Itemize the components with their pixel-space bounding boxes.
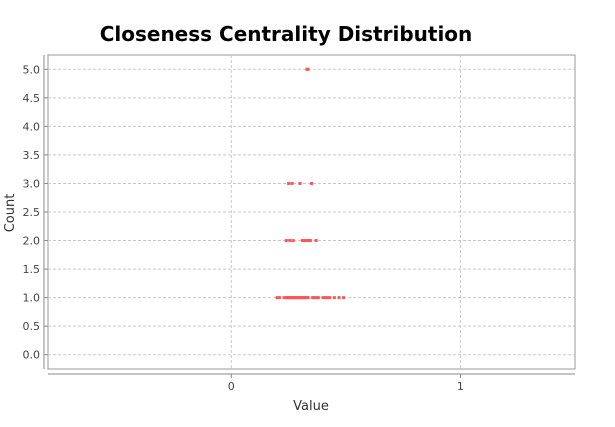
data-point	[306, 67, 310, 71]
data-point	[314, 296, 318, 300]
y-tick-label: 1.0	[23, 292, 41, 305]
y-tick-label: 0.0	[23, 349, 41, 362]
data-point	[284, 239, 288, 243]
y-tick-label: 2.5	[23, 206, 41, 219]
y-tick-label: 5.0	[23, 63, 41, 76]
grid-lines	[48, 55, 575, 369]
data-point	[316, 296, 320, 300]
y-tick-label: 3.5	[23, 149, 41, 162]
data-point	[323, 296, 327, 300]
y-tick-label: 1.5	[23, 263, 41, 276]
data-point	[332, 296, 336, 300]
data-point	[303, 239, 307, 243]
data-point	[275, 296, 279, 300]
data-point	[287, 181, 291, 185]
y-tick-label: 0.5	[23, 320, 41, 333]
data-point	[342, 296, 346, 300]
data-point	[310, 181, 313, 185]
x-tick-label: 1	[457, 380, 464, 393]
data-point	[290, 181, 294, 185]
data-point	[305, 239, 309, 243]
chart-title: Closeness Centrality Distribution	[100, 22, 473, 46]
data-point	[337, 296, 341, 300]
data-point	[300, 239, 304, 243]
y-tick-label: 3.0	[23, 177, 41, 190]
data-point	[314, 239, 318, 243]
data-point	[282, 296, 286, 300]
data-point	[277, 296, 281, 300]
data-point	[306, 296, 310, 300]
data-point	[308, 239, 312, 243]
data-point	[326, 296, 330, 300]
y-tick-label: 4.5	[23, 92, 41, 105]
data-points	[275, 67, 346, 300]
data-point	[312, 296, 316, 300]
axes: 0.0 0.5 1.0 1.5 2.0 2.5 3.0 3.5 4.0 4.5 5.0 0 1	[23, 55, 575, 393]
y-tick-label: 2.0	[23, 235, 41, 248]
data-point	[288, 239, 292, 243]
data-point	[298, 181, 302, 185]
data-point	[291, 239, 295, 243]
y-axis-label: Count	[3, 194, 18, 233]
x-axis-label: Value	[293, 399, 329, 414]
x-tick-label: 0	[228, 380, 235, 393]
data-point	[321, 296, 325, 300]
y-tick-label: 4.0	[23, 120, 41, 133]
data-point	[328, 296, 332, 300]
